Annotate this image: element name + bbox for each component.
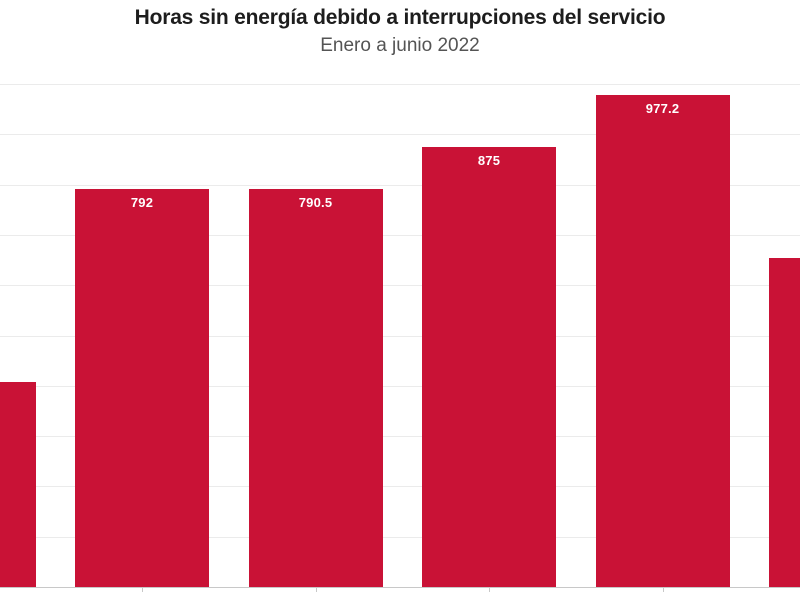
chart-header: Horas sin energía debido a interrupcione…	[0, 5, 800, 58]
gridline	[0, 185, 800, 186]
gridline	[0, 134, 800, 135]
x-axis-tick	[489, 588, 490, 592]
x-axis-tick	[142, 588, 143, 592]
chart-title: Horas sin energía debido a interrupcione…	[134, 6, 666, 29]
bar	[0, 382, 36, 587]
bar: 875	[422, 147, 556, 587]
gridline	[0, 235, 800, 236]
gridline	[0, 537, 800, 538]
bar	[769, 258, 800, 587]
bar-value-label: 875	[477, 153, 501, 168]
x-axis-line	[0, 587, 800, 588]
gridline	[0, 386, 800, 387]
bar-value-label: 792	[130, 195, 154, 210]
gridline	[0, 285, 800, 286]
bar: 977.2	[595, 95, 730, 587]
gridline	[0, 486, 800, 487]
gridline	[0, 436, 800, 437]
x-axis-tick	[663, 588, 664, 592]
bar-value-label: 790.5	[298, 195, 333, 210]
bar: 790.5	[248, 189, 383, 587]
gridline	[0, 336, 800, 337]
gridline	[0, 84, 800, 85]
chart-subtitle: Enero a junio 2022	[320, 35, 480, 56]
bar-value-label: 977.2	[645, 101, 680, 116]
bar: 792	[75, 189, 209, 587]
x-axis-tick	[316, 588, 317, 592]
